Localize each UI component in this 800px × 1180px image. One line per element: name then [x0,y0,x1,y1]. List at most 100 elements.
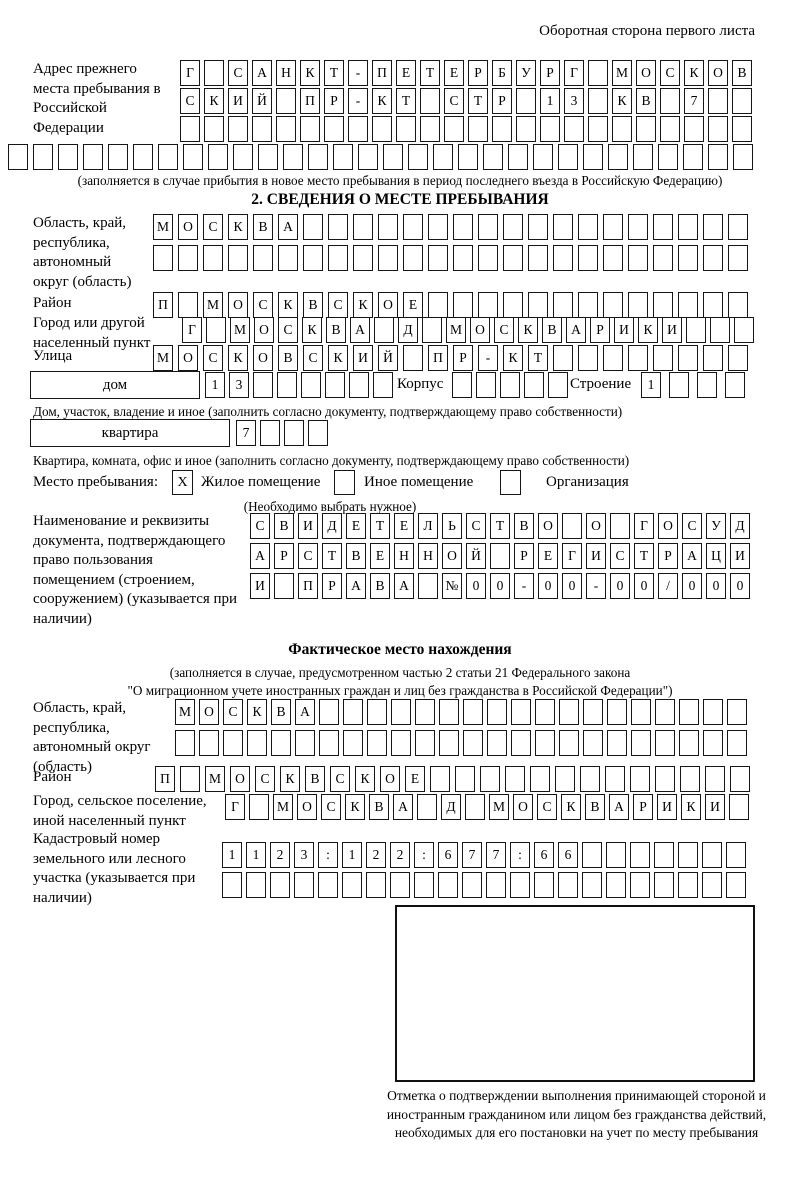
char-cell[interactable] [417,794,437,820]
char-cell[interactable]: О [708,60,728,86]
char-cell[interactable]: 0 [730,573,750,599]
char-cell[interactable]: Т [490,513,510,539]
char-cell[interactable] [535,699,555,725]
char-cell[interactable] [415,730,435,756]
char-cell[interactable] [403,245,423,271]
char-cell[interactable] [703,292,723,318]
char-cell[interactable] [403,345,423,371]
char-cell[interactable] [260,420,280,446]
char-cell[interactable] [284,420,304,446]
char-cell[interactable] [433,144,453,170]
char-cell[interactable]: Е [346,513,366,539]
char-cell[interactable] [465,794,485,820]
char-cell[interactable] [366,872,386,898]
char-cell[interactable]: 7 [684,88,704,114]
char-cell[interactable] [133,144,153,170]
char-cell[interactable]: О [297,794,317,820]
char-cell[interactable] [606,842,626,868]
char-cell[interactable]: 1 [540,88,560,114]
char-cell[interactable]: О [658,513,678,539]
char-cell[interactable]: К [247,699,267,725]
char-cell[interactable]: К [278,292,298,318]
char-cell[interactable] [654,842,674,868]
char-cell[interactable]: М [612,60,632,86]
char-cell[interactable]: 0 [490,573,510,599]
char-cell[interactable] [559,699,579,725]
char-cell[interactable] [588,116,608,142]
char-cell[interactable] [204,60,224,86]
char-cell[interactable] [583,730,603,756]
char-cell[interactable] [199,730,219,756]
char-cell[interactable]: С [278,317,298,343]
char-cell[interactable] [58,144,78,170]
char-cell[interactable]: Е [394,513,414,539]
char-cell[interactable] [578,245,598,271]
char-cell[interactable] [603,245,623,271]
char-cell[interactable]: П [298,573,318,599]
char-cell[interactable]: С [223,699,243,725]
char-cell[interactable] [462,872,482,898]
char-cell[interactable] [728,214,748,240]
char-cell[interactable]: О [199,699,219,725]
char-cell[interactable] [583,699,603,725]
char-cell[interactable]: № [442,573,462,599]
char-cell[interactable]: К [345,794,365,820]
char-cell[interactable] [511,730,531,756]
char-cell[interactable] [463,699,483,725]
char-cell[interactable] [158,144,178,170]
char-cell[interactable]: К [302,317,322,343]
char-cell[interactable] [303,214,323,240]
char-cell[interactable] [631,699,651,725]
char-cell[interactable] [524,372,544,398]
char-cell[interactable] [710,317,730,343]
char-cell[interactable] [223,730,243,756]
char-cell[interactable]: Е [396,60,416,86]
char-cell[interactable]: Т [396,88,416,114]
char-cell[interactable]: Т [322,543,342,569]
char-cell[interactable]: С [180,88,200,114]
char-cell[interactable]: Е [538,543,558,569]
char-cell[interactable] [559,730,579,756]
char-cell[interactable]: О [178,345,198,371]
char-cell[interactable] [183,144,203,170]
char-cell[interactable]: Г [180,60,200,86]
char-cell[interactable]: С [303,345,323,371]
char-cell[interactable]: 0 [682,573,702,599]
char-cell[interactable]: К [280,766,300,792]
char-cell[interactable] [342,872,362,898]
char-cell[interactable] [444,116,464,142]
char-cell[interactable] [580,766,600,792]
char-cell[interactable]: М [153,214,173,240]
char-cell[interactable] [503,292,523,318]
char-cell[interactable] [655,730,675,756]
char-cell[interactable] [276,116,296,142]
char-cell[interactable]: Е [370,543,390,569]
char-cell[interactable]: П [300,88,320,114]
char-cell[interactable]: Д [322,513,342,539]
char-cell[interactable] [486,872,506,898]
char-cell[interactable]: А [350,317,370,343]
char-cell[interactable]: Й [378,345,398,371]
char-cell[interactable]: М [489,794,509,820]
char-cell[interactable]: С [255,766,275,792]
char-cell[interactable] [246,872,266,898]
char-cell[interactable] [607,699,627,725]
char-cell[interactable]: А [252,60,272,86]
char-cell[interactable]: А [566,317,586,343]
char-cell[interactable]: О [228,292,248,318]
char-cell[interactable] [553,345,573,371]
char-cell[interactable]: 1 [641,372,661,398]
char-cell[interactable] [603,214,623,240]
char-cell[interactable] [678,214,698,240]
char-cell[interactable]: А [278,214,298,240]
char-cell[interactable]: 6 [438,842,458,868]
char-cell[interactable] [478,245,498,271]
char-cell[interactable]: И [705,794,725,820]
char-cell[interactable] [33,144,53,170]
char-cell[interactable] [669,372,689,398]
char-cell[interactable] [271,730,291,756]
char-cell[interactable] [729,794,749,820]
char-cell[interactable] [516,88,536,114]
char-cell[interactable] [605,766,625,792]
char-cell[interactable]: С [203,345,223,371]
